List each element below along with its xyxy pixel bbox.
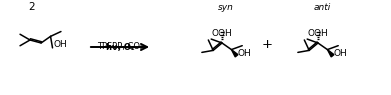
Text: TPFPP, CO₂: TPFPP, CO₂ [97, 42, 143, 51]
Text: anti: anti [313, 4, 331, 13]
Text: OH: OH [334, 49, 347, 58]
Text: OH: OH [54, 40, 67, 49]
Text: hν, O₂: hν, O₂ [106, 43, 135, 52]
Text: +: + [262, 38, 273, 51]
Text: OOH: OOH [308, 29, 328, 38]
Text: OOH: OOH [212, 29, 232, 38]
Polygon shape [231, 50, 238, 57]
Text: 2: 2 [29, 2, 35, 12]
Text: syn: syn [218, 4, 234, 13]
Text: OH: OH [238, 49, 251, 58]
Polygon shape [327, 50, 334, 57]
